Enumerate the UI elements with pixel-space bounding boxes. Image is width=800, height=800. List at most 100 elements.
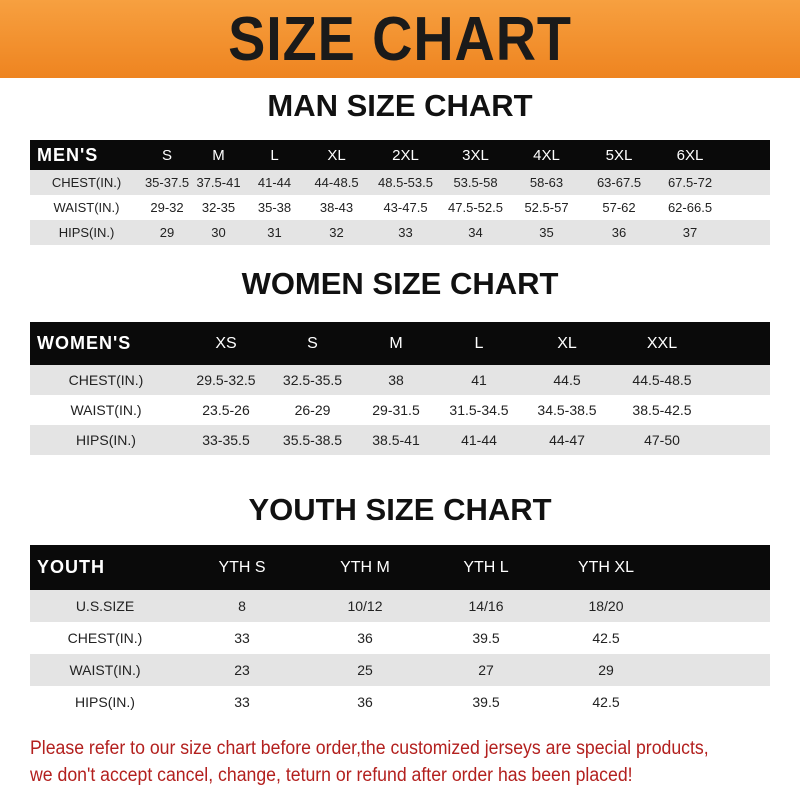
table-cell: 37.5-41 xyxy=(196,175,241,190)
table-cell: 23.5-26 xyxy=(202,402,250,418)
table-row: HIPS(IN.) 33 36 39.5 42.5 xyxy=(30,686,770,718)
youth-size-table: YOUTH YTH S YTH M YTH L YTH XL U.S.SIZE 8 10/12… xyxy=(30,545,770,718)
table-cell: 33-35.5 xyxy=(202,432,250,448)
table-cell: 35.5-38.5 xyxy=(282,432,343,448)
table-cell: 33 xyxy=(234,694,250,710)
table-cell: 43-47.5 xyxy=(383,200,428,215)
table-header-row: WOMEN'S XS S M L XL XXL xyxy=(30,322,770,365)
table-cell: 52.5-57 xyxy=(524,200,569,215)
table-cell: 58-63 xyxy=(529,175,564,190)
table-cell: 41-44 xyxy=(257,175,292,190)
table-cell: 29-32 xyxy=(150,200,184,215)
table-cell: 38 xyxy=(388,372,404,388)
size-header: 2XL xyxy=(392,146,419,164)
table-title-cell: YOUTH xyxy=(37,557,105,577)
row-label: CHEST(IN.) xyxy=(51,175,122,190)
size-header: YTH L xyxy=(463,558,509,576)
table-cell: 33 xyxy=(234,630,250,646)
table-row: WAIST(IN.) 23 25 27 29 xyxy=(30,654,770,686)
table-row: U.S.SIZE 8 10/12 14/16 18/20 xyxy=(30,590,770,622)
size-header: XXL xyxy=(646,334,678,352)
row-label: HIPS(IN.) xyxy=(75,694,135,710)
table-cell: 42.5 xyxy=(592,630,620,646)
table-header-row: YOUTH YTH S YTH M YTH L YTH XL xyxy=(30,545,770,590)
table-cell: 42.5 xyxy=(592,694,620,710)
size-header: YTH XL xyxy=(577,558,634,576)
table-cell: 63-67.5 xyxy=(596,175,642,190)
table-cell: 31 xyxy=(267,225,282,240)
table-cell: 32.5-35.5 xyxy=(282,372,343,388)
size-header: 4XL xyxy=(533,146,560,164)
size-header: XL xyxy=(557,334,577,352)
table-row: HIPS(IN.) 29 30 31 32 33 34 35 36 37 xyxy=(30,220,770,245)
table-cell: 38.5-41 xyxy=(372,432,420,448)
table-cell: 31.5-34.5 xyxy=(449,402,509,418)
size-header: L xyxy=(270,146,279,164)
size-header: 5XL xyxy=(605,146,633,164)
table-cell: 8 xyxy=(238,598,246,614)
row-label: CHEST(IN.) xyxy=(68,372,144,388)
table-cell: 29 xyxy=(159,225,175,240)
size-header: S xyxy=(161,146,172,164)
table-cell: 30 xyxy=(211,225,226,240)
table-cell: 27 xyxy=(478,662,494,678)
row-label: CHEST(IN.) xyxy=(67,630,143,646)
page-title: SIZE CHART xyxy=(228,4,572,74)
table-row: CHEST(IN.) 35-37.5 37.5-41 41-44 44-48.5 48.5… xyxy=(30,170,770,195)
table-cell: 38.5-42.5 xyxy=(632,402,692,418)
table-row: HIPS(IN.) 33-35.5 35.5-38.5 38.5-41 41-44 44-… xyxy=(30,425,770,455)
table-row: CHEST(IN.) 33 36 39.5 42.5 xyxy=(30,622,770,654)
women-size-table: WOMEN'S XS S M L XL XXL CHEST(IN.) 29.5-32.5 32.5… xyxy=(30,322,770,455)
table-cell: 18/20 xyxy=(588,598,624,614)
table-cell: 41-44 xyxy=(461,432,497,448)
size-header: 3XL xyxy=(462,146,489,164)
table-cell: 39.5 xyxy=(472,694,500,710)
table-cell: 48.5-53.5 xyxy=(378,175,433,190)
table-row: WAIST(IN.) 29-32 32-35 35-38 38-43 43-47.5 47.… xyxy=(30,195,770,220)
table-cell: 53.5-58 xyxy=(453,175,498,190)
table-cell: 29.5-32.5 xyxy=(196,372,256,388)
row-label: HIPS(IN.) xyxy=(76,432,136,448)
table-cell: 37 xyxy=(682,225,698,240)
table-header-row: MEN'S S M L XL 2XL 3XL 4XL 5XL 6XL xyxy=(30,140,770,170)
table-cell: 67.5-72 xyxy=(667,175,713,190)
table-row: CHEST(IN.) 29.5-32.5 32.5-35.5 38 41 44.5 44.5… xyxy=(30,365,770,395)
table-cell: 47.5-52.5 xyxy=(448,200,503,215)
table-cell: 36 xyxy=(611,225,627,240)
table-cell: 36 xyxy=(357,630,373,646)
table-cell: 32-35 xyxy=(201,200,236,215)
notice-line: Please refer to our size chart before or… xyxy=(30,738,709,759)
title-banner: SIZE CHART xyxy=(0,0,800,78)
size-header: S xyxy=(307,334,318,352)
size-header: YTH S xyxy=(218,558,266,576)
men-size-table: MEN'S S M L XL 2XL 3XL 4XL 5XL 6XL CHEST(IN.) 35-37… xyxy=(30,140,770,245)
size-header: 6XL xyxy=(676,146,704,164)
size-header: XS xyxy=(215,334,237,352)
men-section-title: MAN SIZE CHART xyxy=(267,88,533,123)
row-label: U.S.SIZE xyxy=(75,598,135,614)
table-title-cell: WOMEN'S xyxy=(37,333,132,353)
table-cell: 62-66.5 xyxy=(667,200,713,215)
table-title-cell: MEN'S xyxy=(37,144,99,165)
table-cell: 44-48.5 xyxy=(314,175,359,190)
table-cell: 38-43 xyxy=(319,200,354,215)
size-header: XL xyxy=(327,146,346,164)
table-cell: 29 xyxy=(598,662,614,678)
table-cell: 14/16 xyxy=(468,598,504,614)
row-label: WAIST(IN.) xyxy=(53,200,120,215)
youth-section-title: YOUTH SIZE CHART xyxy=(248,492,552,527)
table-cell: 44.5 xyxy=(553,372,581,388)
table-cell: 35 xyxy=(539,225,554,240)
size-header: M xyxy=(389,334,403,352)
row-label: HIPS(IN.) xyxy=(58,225,115,240)
notice-line: we don't accept cancel, change, teturn o… xyxy=(30,765,633,786)
table-cell: 25 xyxy=(357,662,373,678)
table-cell: 35-37.5 xyxy=(144,175,190,190)
table-cell: 32 xyxy=(329,225,344,240)
order-notice: Please refer to our size chart before or… xyxy=(30,735,737,789)
table-cell: 36 xyxy=(357,694,373,710)
table-cell: 39.5 xyxy=(472,630,500,646)
table-cell: 44-47 xyxy=(549,432,585,448)
table-cell: 57-62 xyxy=(602,200,636,215)
table-cell: 10/12 xyxy=(347,598,383,614)
